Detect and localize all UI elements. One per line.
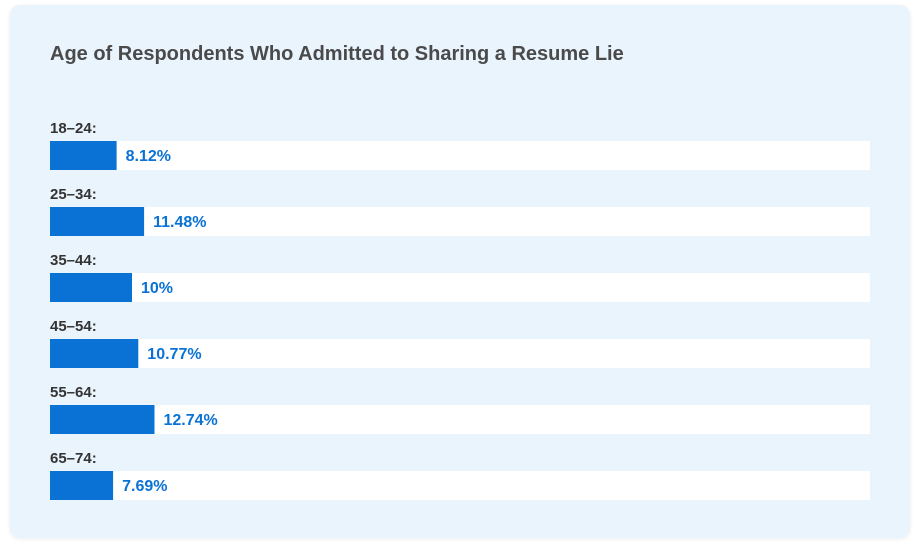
value-label: 7.69% [122,478,167,495]
category-label: 55–64: [50,384,97,401]
value-label: 8.12% [126,148,171,165]
value-label: 10.77% [147,346,201,363]
category-label: 18–24: [50,120,97,137]
value-label: 11.48% [153,214,206,231]
bar-track [50,207,870,236]
value-label: 10% [141,280,173,297]
bar [50,141,117,170]
bar-chart: 18–24: 8.12% 25–34: 11.48% 35–44: 10% 45–54: 10… [50,120,870,500]
category-label: 65–74: [50,450,97,467]
bar-track [50,273,870,302]
category-label: 25–34: [50,186,97,203]
bar [50,405,155,434]
bar-track [50,141,870,170]
bar [50,471,114,500]
bar [50,339,139,368]
value-label: 12.74% [164,412,218,429]
bar [50,273,132,302]
bar [50,207,145,236]
category-label: 35–44: [50,252,97,269]
bar-track [50,339,870,368]
bar-track [50,405,870,434]
category-label: 45–54: [50,318,97,335]
chart-card: Age of Respondents Who Admitted to Shari… [10,5,910,538]
chart-title: Age of Respondents Who Admitted to Shari… [50,43,624,65]
bar-track [50,471,870,500]
